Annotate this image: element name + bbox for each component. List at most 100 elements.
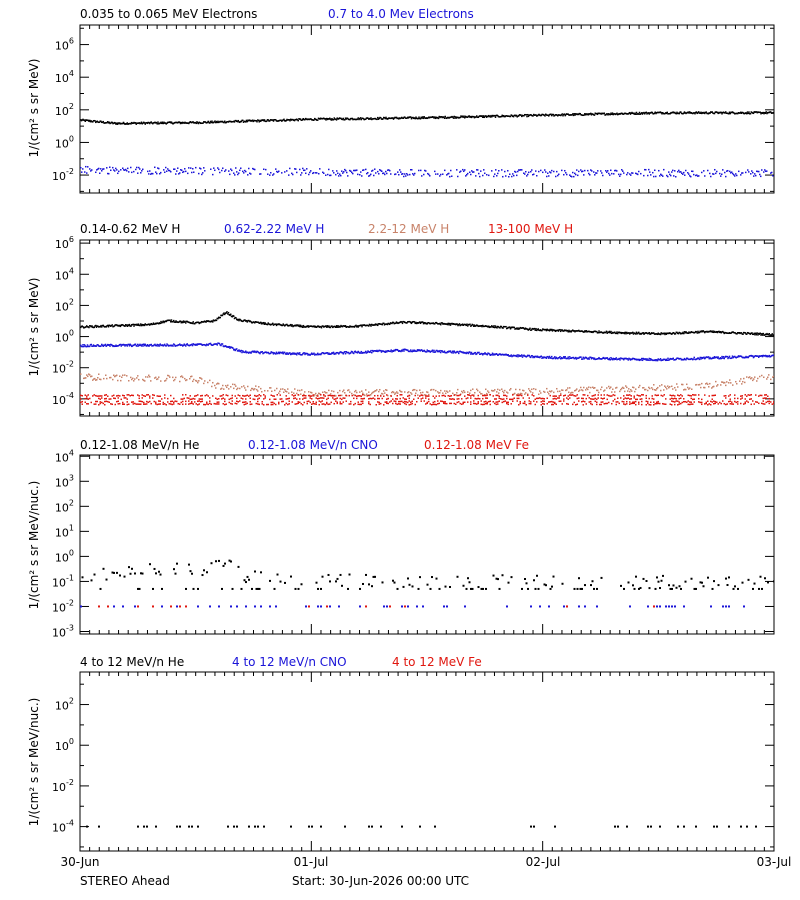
data-point (767, 334, 770, 336)
data-point (645, 397, 647, 400)
data-point (296, 353, 298, 356)
data-point (182, 394, 184, 396)
data-point (182, 321, 184, 324)
data-point (401, 322, 404, 325)
data-point (486, 397, 488, 399)
data-point (302, 324, 305, 327)
data-point (643, 174, 645, 177)
data-point (606, 171, 608, 173)
data-point (182, 376, 184, 379)
data-point (352, 172, 354, 175)
data-point (759, 394, 761, 397)
data-point (397, 349, 399, 352)
data-point (546, 175, 548, 178)
data-point (396, 391, 398, 393)
data-point (459, 394, 461, 396)
data-point (672, 388, 674, 390)
data-point (281, 398, 283, 400)
data-point (316, 353, 318, 356)
data-point (724, 381, 726, 384)
data-point (300, 393, 302, 395)
data-point (400, 390, 402, 393)
data-point (750, 393, 752, 396)
data-point (395, 116, 398, 119)
data-point (159, 172, 161, 175)
data-point (271, 323, 273, 325)
data-point (360, 171, 362, 173)
data-point (204, 170, 206, 172)
data-point (176, 400, 178, 403)
data-point (576, 388, 578, 390)
data-point (453, 398, 455, 401)
data-point (659, 359, 661, 361)
data-point (179, 343, 181, 345)
data-point (267, 403, 269, 406)
data-point (539, 390, 541, 392)
data-point (335, 119, 338, 121)
data-point (257, 400, 259, 403)
data-point (498, 395, 500, 398)
data-point (534, 329, 536, 331)
data-point (485, 397, 487, 399)
data-point (463, 115, 465, 117)
data-point (747, 112, 749, 115)
data-point (190, 375, 192, 378)
data-point (195, 394, 197, 397)
data-point (108, 401, 110, 403)
data-point (597, 170, 599, 172)
data-point (730, 172, 732, 174)
data-point (507, 392, 509, 394)
data-point (237, 119, 239, 122)
data-point (708, 357, 710, 360)
data-point (184, 344, 186, 346)
data-point (461, 323, 464, 325)
data-point (661, 112, 663, 115)
data-point (573, 401, 575, 404)
data-point (202, 172, 204, 174)
data-point (535, 327, 537, 330)
data-point (425, 322, 427, 324)
data-point (119, 343, 122, 346)
data-point (703, 386, 705, 389)
data-point (548, 393, 550, 395)
data-point (317, 394, 319, 396)
data-point (632, 112, 635, 114)
data-point (139, 168, 141, 170)
data-point (125, 123, 128, 125)
data-point (216, 383, 218, 385)
data-point (633, 113, 635, 115)
data-point (716, 111, 719, 114)
data-point (756, 380, 758, 382)
data-point (567, 395, 569, 397)
data-point (396, 398, 398, 400)
data-point (138, 395, 140, 397)
data-point (433, 349, 435, 352)
data-point (395, 392, 397, 394)
data-point (362, 169, 364, 172)
data-point (535, 388, 537, 391)
data-point (756, 401, 758, 403)
data-point (740, 174, 742, 176)
data-point (391, 391, 393, 394)
data-point (572, 391, 574, 394)
data-point (204, 394, 206, 397)
data-point (101, 395, 103, 397)
data-point (581, 389, 583, 391)
data-point (262, 119, 264, 121)
data-point (494, 115, 496, 117)
data-point (521, 393, 523, 395)
data-point (126, 401, 128, 403)
data-point (684, 174, 686, 176)
data-point (175, 320, 177, 322)
data-point (489, 400, 491, 402)
data-point (237, 350, 239, 352)
data-point (164, 122, 167, 124)
data-point (501, 114, 503, 117)
data-point (211, 320, 213, 322)
data-point (315, 401, 317, 404)
data-point (231, 400, 233, 402)
data-point (192, 321, 194, 323)
data-point (131, 401, 133, 403)
data-point (392, 117, 394, 119)
data-point (469, 392, 471, 394)
